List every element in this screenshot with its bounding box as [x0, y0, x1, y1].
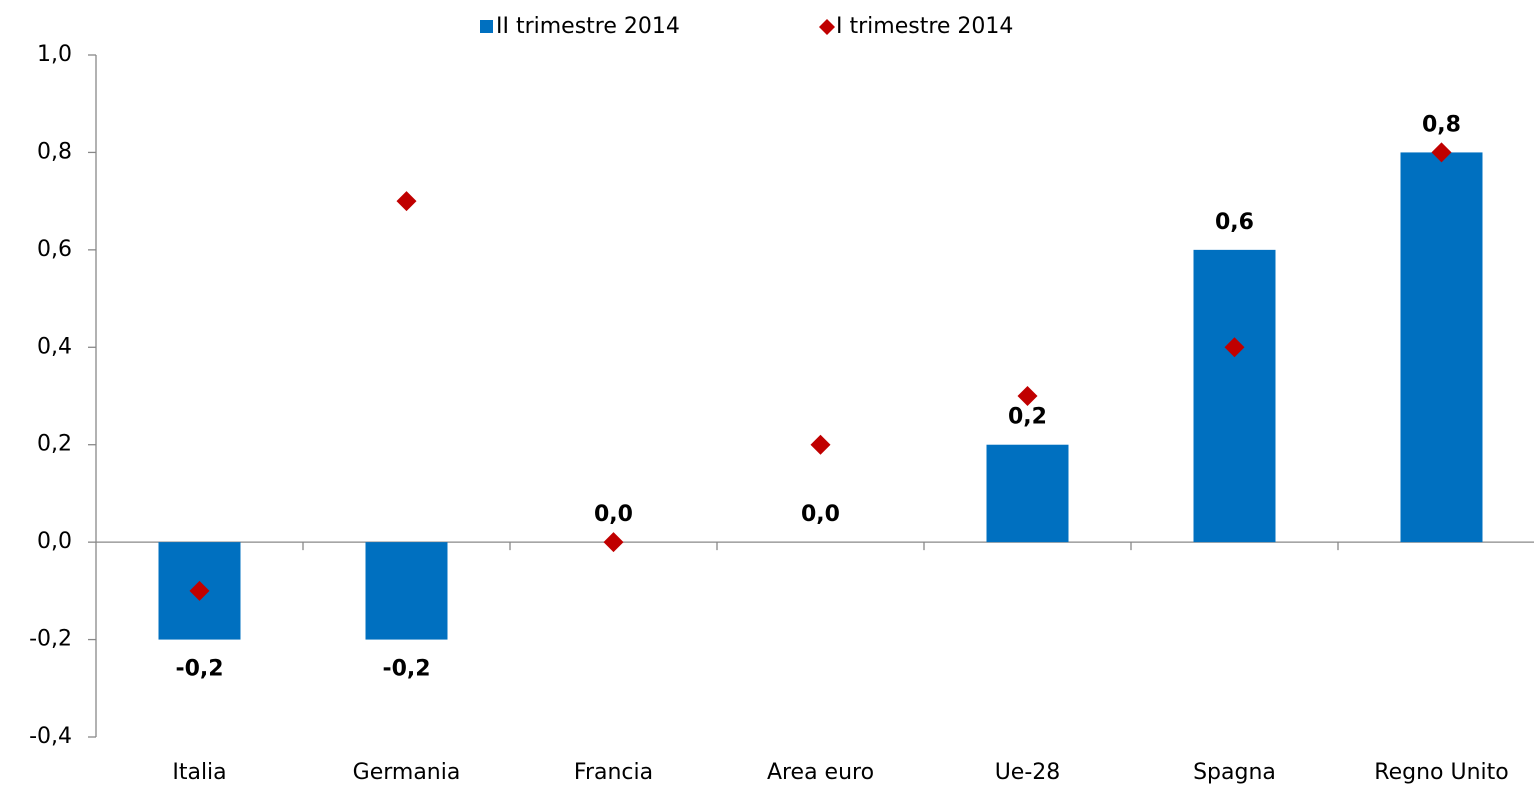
y-tick-label: 0,8: [37, 139, 72, 164]
marker: [396, 191, 417, 212]
bar: [365, 542, 448, 640]
marker: [603, 532, 624, 553]
x-tick-label: Italia: [172, 760, 226, 785]
y-tick-label: 0,2: [37, 432, 72, 457]
y-tick-label: 0,0: [37, 529, 72, 554]
marker: [810, 434, 831, 455]
marker: [1431, 142, 1452, 163]
x-tick-label: Germania: [353, 760, 461, 785]
data-label: 0,2: [1008, 405, 1047, 430]
data-label: 0,0: [801, 502, 840, 527]
data-label: -0,2: [175, 657, 223, 682]
legend-label: I trimestre 2014: [836, 14, 1013, 39]
x-tick-label: Regno Unito: [1374, 760, 1508, 785]
legend-swatch: [480, 20, 493, 33]
bar: [1400, 152, 1483, 543]
x-tick-label: Spagna: [1193, 760, 1276, 785]
marker: [189, 580, 210, 601]
legend-label: II trimestre 2014: [496, 14, 680, 39]
y-tick-label: 0,4: [37, 334, 72, 359]
bar: [1193, 249, 1276, 543]
data-label: 0,6: [1215, 210, 1254, 235]
bar: [986, 444, 1069, 543]
y-tick-label: -0,4: [29, 724, 72, 749]
y-tick-label: 1,0: [37, 42, 72, 67]
data-label: 0,0: [594, 502, 633, 527]
x-tick-label: Francia: [574, 760, 653, 785]
marker: [1224, 337, 1245, 358]
marker: [1017, 386, 1038, 406]
x-tick-label: Ue-28: [995, 760, 1061, 785]
data-label: 0,8: [1422, 112, 1461, 137]
x-tick-label: Area euro: [767, 760, 874, 785]
data-label: -0,2: [382, 657, 430, 682]
legend-swatch: [819, 19, 835, 35]
y-tick-label: -0,2: [29, 627, 72, 652]
y-tick-label: 0,6: [37, 237, 72, 262]
